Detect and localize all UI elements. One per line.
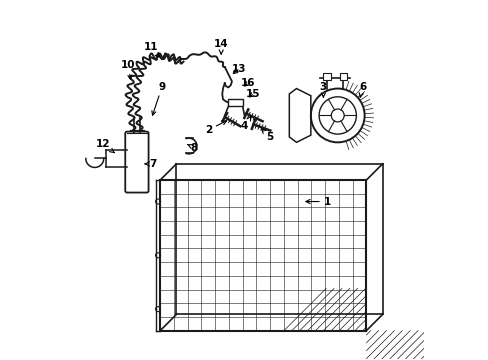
Circle shape (155, 307, 160, 312)
Text: 13: 13 (231, 64, 246, 74)
Text: 9: 9 (152, 82, 165, 115)
Text: 7: 7 (144, 159, 157, 169)
Text: 12: 12 (95, 139, 114, 153)
Circle shape (155, 199, 160, 204)
Circle shape (310, 89, 364, 142)
FancyBboxPatch shape (323, 73, 330, 80)
Text: 4: 4 (240, 117, 250, 131)
Text: 16: 16 (241, 78, 255, 88)
Text: 14: 14 (213, 39, 228, 54)
Text: 1: 1 (305, 197, 330, 207)
FancyBboxPatch shape (125, 132, 148, 193)
Text: 10: 10 (121, 60, 135, 79)
Circle shape (155, 253, 160, 258)
Text: 15: 15 (246, 89, 260, 99)
Text: 3: 3 (319, 82, 326, 97)
Text: 11: 11 (144, 42, 159, 57)
Text: 2: 2 (204, 121, 226, 135)
Circle shape (330, 109, 344, 122)
Text: 5: 5 (261, 129, 273, 142)
Circle shape (319, 97, 356, 134)
FancyBboxPatch shape (339, 73, 346, 80)
FancyBboxPatch shape (228, 99, 242, 107)
Text: 6: 6 (359, 82, 366, 97)
Text: 8: 8 (187, 143, 198, 153)
